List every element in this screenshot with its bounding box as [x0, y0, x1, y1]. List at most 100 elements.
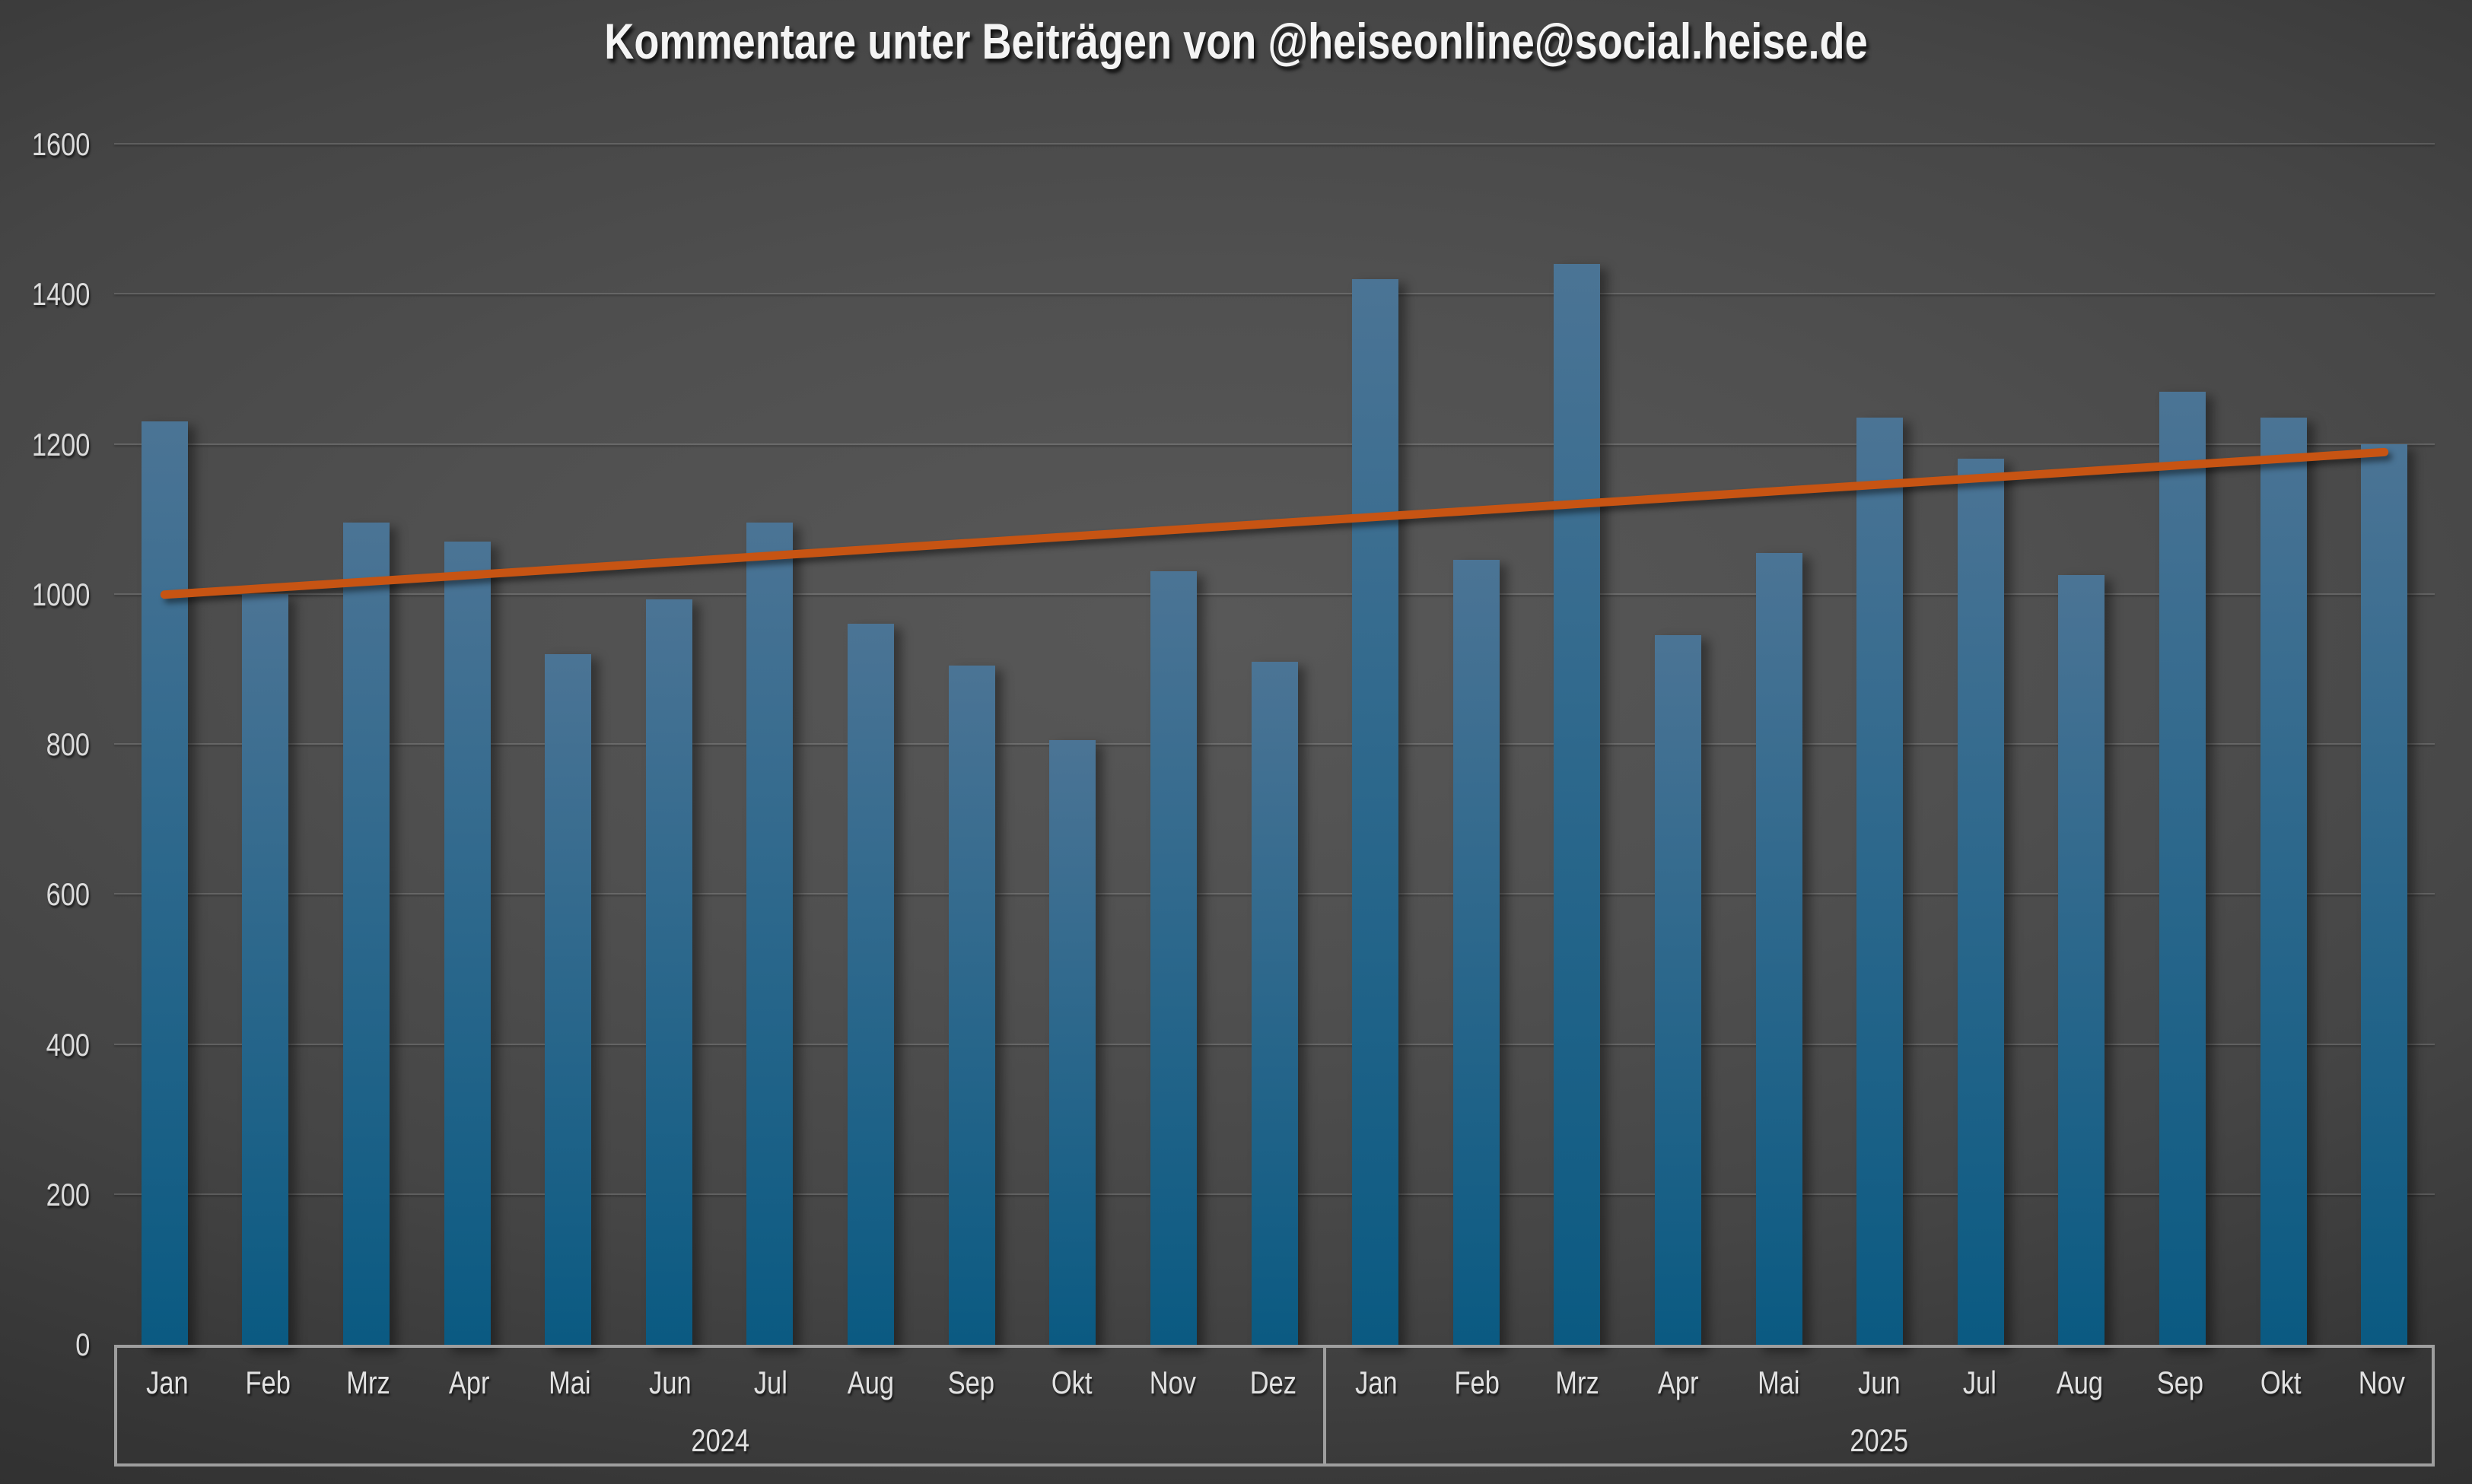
- bar-2024-Jan: [141, 421, 188, 1348]
- bar-2024-Jun: [645, 599, 692, 1348]
- trend-line-segment: [160, 447, 2389, 599]
- bar-2024-Dez: [1251, 661, 1298, 1348]
- bar-2025-Feb: [1452, 560, 1500, 1348]
- month-label-2025-Mai: Mai: [1728, 1365, 1828, 1401]
- month-label-text: Aug: [2057, 1365, 2104, 1400]
- month-label-2024-Jul: Jul: [721, 1365, 821, 1401]
- y-tick-label-0: 0: [0, 1329, 90, 1361]
- y-tick-value: 1400: [31, 276, 90, 313]
- month-label-text: Jul: [1962, 1365, 1996, 1400]
- y-tick-value: 400: [46, 1026, 90, 1063]
- bar-2025-Jun: [1856, 418, 1904, 1348]
- bar-2025-Aug: [2058, 575, 2105, 1348]
- bar-slot-2025-Feb: [1426, 145, 1527, 1348]
- month-label-text: Sep: [948, 1365, 995, 1400]
- bar-2025-Jan: [1352, 278, 1399, 1348]
- y-tick-value: 0: [75, 1327, 90, 1362]
- y-tick-label-1000: 1000: [0, 578, 90, 611]
- bar-2024-Sep: [948, 665, 995, 1348]
- year-section-2024: Jan Feb Mrz Apr Mai Jun Jul Aug Sep Okt Nov Dez 2024: [117, 1348, 1323, 1463]
- month-label-2024-Aug: Aug: [821, 1365, 921, 1401]
- month-label-text: Jul: [753, 1365, 787, 1400]
- bar-slot-2024-Jul: [720, 145, 821, 1348]
- bar-slot-2024-Mrz: [316, 145, 417, 1348]
- bar-slot-2025-Jun: [1829, 145, 1930, 1348]
- bar-slot-2024-Feb: [215, 145, 317, 1348]
- chart-title-text: Kommentare unter Beiträgen von @heiseonl…: [604, 13, 1868, 69]
- bar-slot-2024-Dez: [1224, 145, 1325, 1348]
- month-label-2025-Jul: Jul: [1930, 1365, 2030, 1401]
- bar-2025-Mrz: [1554, 263, 1601, 1348]
- bar-slot-2025-Mrz: [1527, 145, 1628, 1348]
- month-label-text: Mrz: [1555, 1365, 1599, 1400]
- month-label-2025-Feb: Feb: [1427, 1365, 1527, 1401]
- gridline-1200: [114, 443, 2435, 445]
- bar-slot-2024-Jan: [114, 145, 215, 1348]
- month-label-text: Okt: [2260, 1365, 2302, 1400]
- y-tick-value: 1600: [31, 126, 90, 162]
- bar-2025-Jul: [1957, 459, 2004, 1348]
- bar-slot-2025-Nov: [2334, 145, 2435, 1348]
- y-tick-label-600: 600: [0, 879, 90, 910]
- bar-slot-2024-Aug: [820, 145, 921, 1348]
- bar-2024-Feb: [242, 593, 289, 1348]
- plot-area: [114, 143, 2435, 1348]
- month-label-text: Apr: [1657, 1365, 1699, 1400]
- bar-2025-Nov: [2361, 443, 2408, 1348]
- month-label-text: Jan: [1355, 1365, 1398, 1400]
- month-label-2025-Mrz: Mrz: [1527, 1365, 1627, 1401]
- month-label-2024-Jun: Jun: [619, 1365, 720, 1401]
- month-label-text: Dez: [1249, 1365, 1296, 1400]
- month-label-text: Feb: [245, 1365, 291, 1400]
- bar-slot-2025-Apr: [1627, 145, 1729, 1348]
- month-label-text: Okt: [1051, 1365, 1093, 1400]
- year-section-2025: Jan Feb Mrz Apr Mai Jun Jul Aug Sep Okt Nov 2025: [1323, 1348, 2432, 1463]
- month-label-2024-Nov: Nov: [1122, 1365, 1223, 1401]
- bar-2024-Mrz: [343, 523, 390, 1348]
- y-tick-label-1400: 1400: [0, 278, 90, 310]
- bar-slot-2024-Mai: [517, 145, 619, 1348]
- bar-slot-2025-Mai: [1729, 145, 1830, 1348]
- month-label-2025-Jan: Jan: [1326, 1365, 1427, 1401]
- bar-slot-2025-Sep: [2132, 145, 2233, 1348]
- x-axis: Jan Feb Mrz Apr Mai Jun Jul Aug Sep Okt Nov Dez 2024…: [114, 1345, 2435, 1467]
- bar-2025-Apr: [1654, 635, 1701, 1348]
- bar-slot-2024-Nov: [1123, 145, 1224, 1348]
- year-label-2025: 2025: [1326, 1418, 2432, 1463]
- gridline-1400: [114, 293, 2435, 295]
- bar-slot-2024-Sep: [921, 145, 1023, 1348]
- month-label-text: Mai: [1757, 1365, 1800, 1400]
- month-label-2024-Jan: Jan: [117, 1365, 218, 1401]
- month-label-2025-Sep: Sep: [2130, 1365, 2231, 1401]
- bar-2025-Okt: [2260, 418, 2307, 1348]
- y-tick-label-1200: 1200: [0, 426, 90, 462]
- months-row-2024: Jan Feb Mrz Apr Mai Jun Jul Aug Sep Okt Nov Dez: [117, 1348, 1323, 1418]
- month-label-2024-Dez: Dez: [1223, 1365, 1323, 1401]
- months-row-2025: Jan Feb Mrz Apr Mai Jun Jul Aug Sep Okt Nov: [1326, 1348, 2432, 1418]
- month-label-2024-Mrz: Mrz: [318, 1365, 418, 1401]
- trend-line: [160, 447, 2389, 599]
- y-tick-label-1600: 1600: [0, 129, 90, 160]
- y-tick-label-400: 400: [0, 1026, 90, 1063]
- year-label-text: 2024: [691, 1422, 749, 1458]
- y-axis-labels: 0 200 400 600 800 1000 1200 1400 1600: [0, 129, 90, 1361]
- month-label-text: Apr: [448, 1365, 490, 1400]
- y-tick-value: 600: [46, 876, 90, 913]
- month-label-2025-Nov: Nov: [2331, 1365, 2432, 1401]
- bar-slot-2024-Jun: [619, 145, 720, 1348]
- month-label-2025-Apr: Apr: [1627, 1365, 1728, 1401]
- month-label-text: Nov: [1149, 1365, 1196, 1400]
- bar-slot-2024-Apr: [417, 145, 518, 1348]
- y-tick-value: 1200: [31, 426, 90, 462]
- bar-slot-2025-Okt: [2233, 145, 2334, 1348]
- month-label-text: Aug: [848, 1365, 895, 1400]
- bar-slot-2025-Jan: [1325, 145, 1426, 1348]
- month-label-text: Feb: [1454, 1365, 1500, 1400]
- month-label-text: Mrz: [346, 1365, 390, 1400]
- month-label-text: Jan: [146, 1365, 189, 1400]
- month-label-2025-Jun: Jun: [1829, 1365, 1930, 1401]
- bar-2024-Apr: [444, 541, 491, 1348]
- bar-2025-Sep: [2159, 391, 2206, 1348]
- bar-2024-Aug: [848, 624, 895, 1348]
